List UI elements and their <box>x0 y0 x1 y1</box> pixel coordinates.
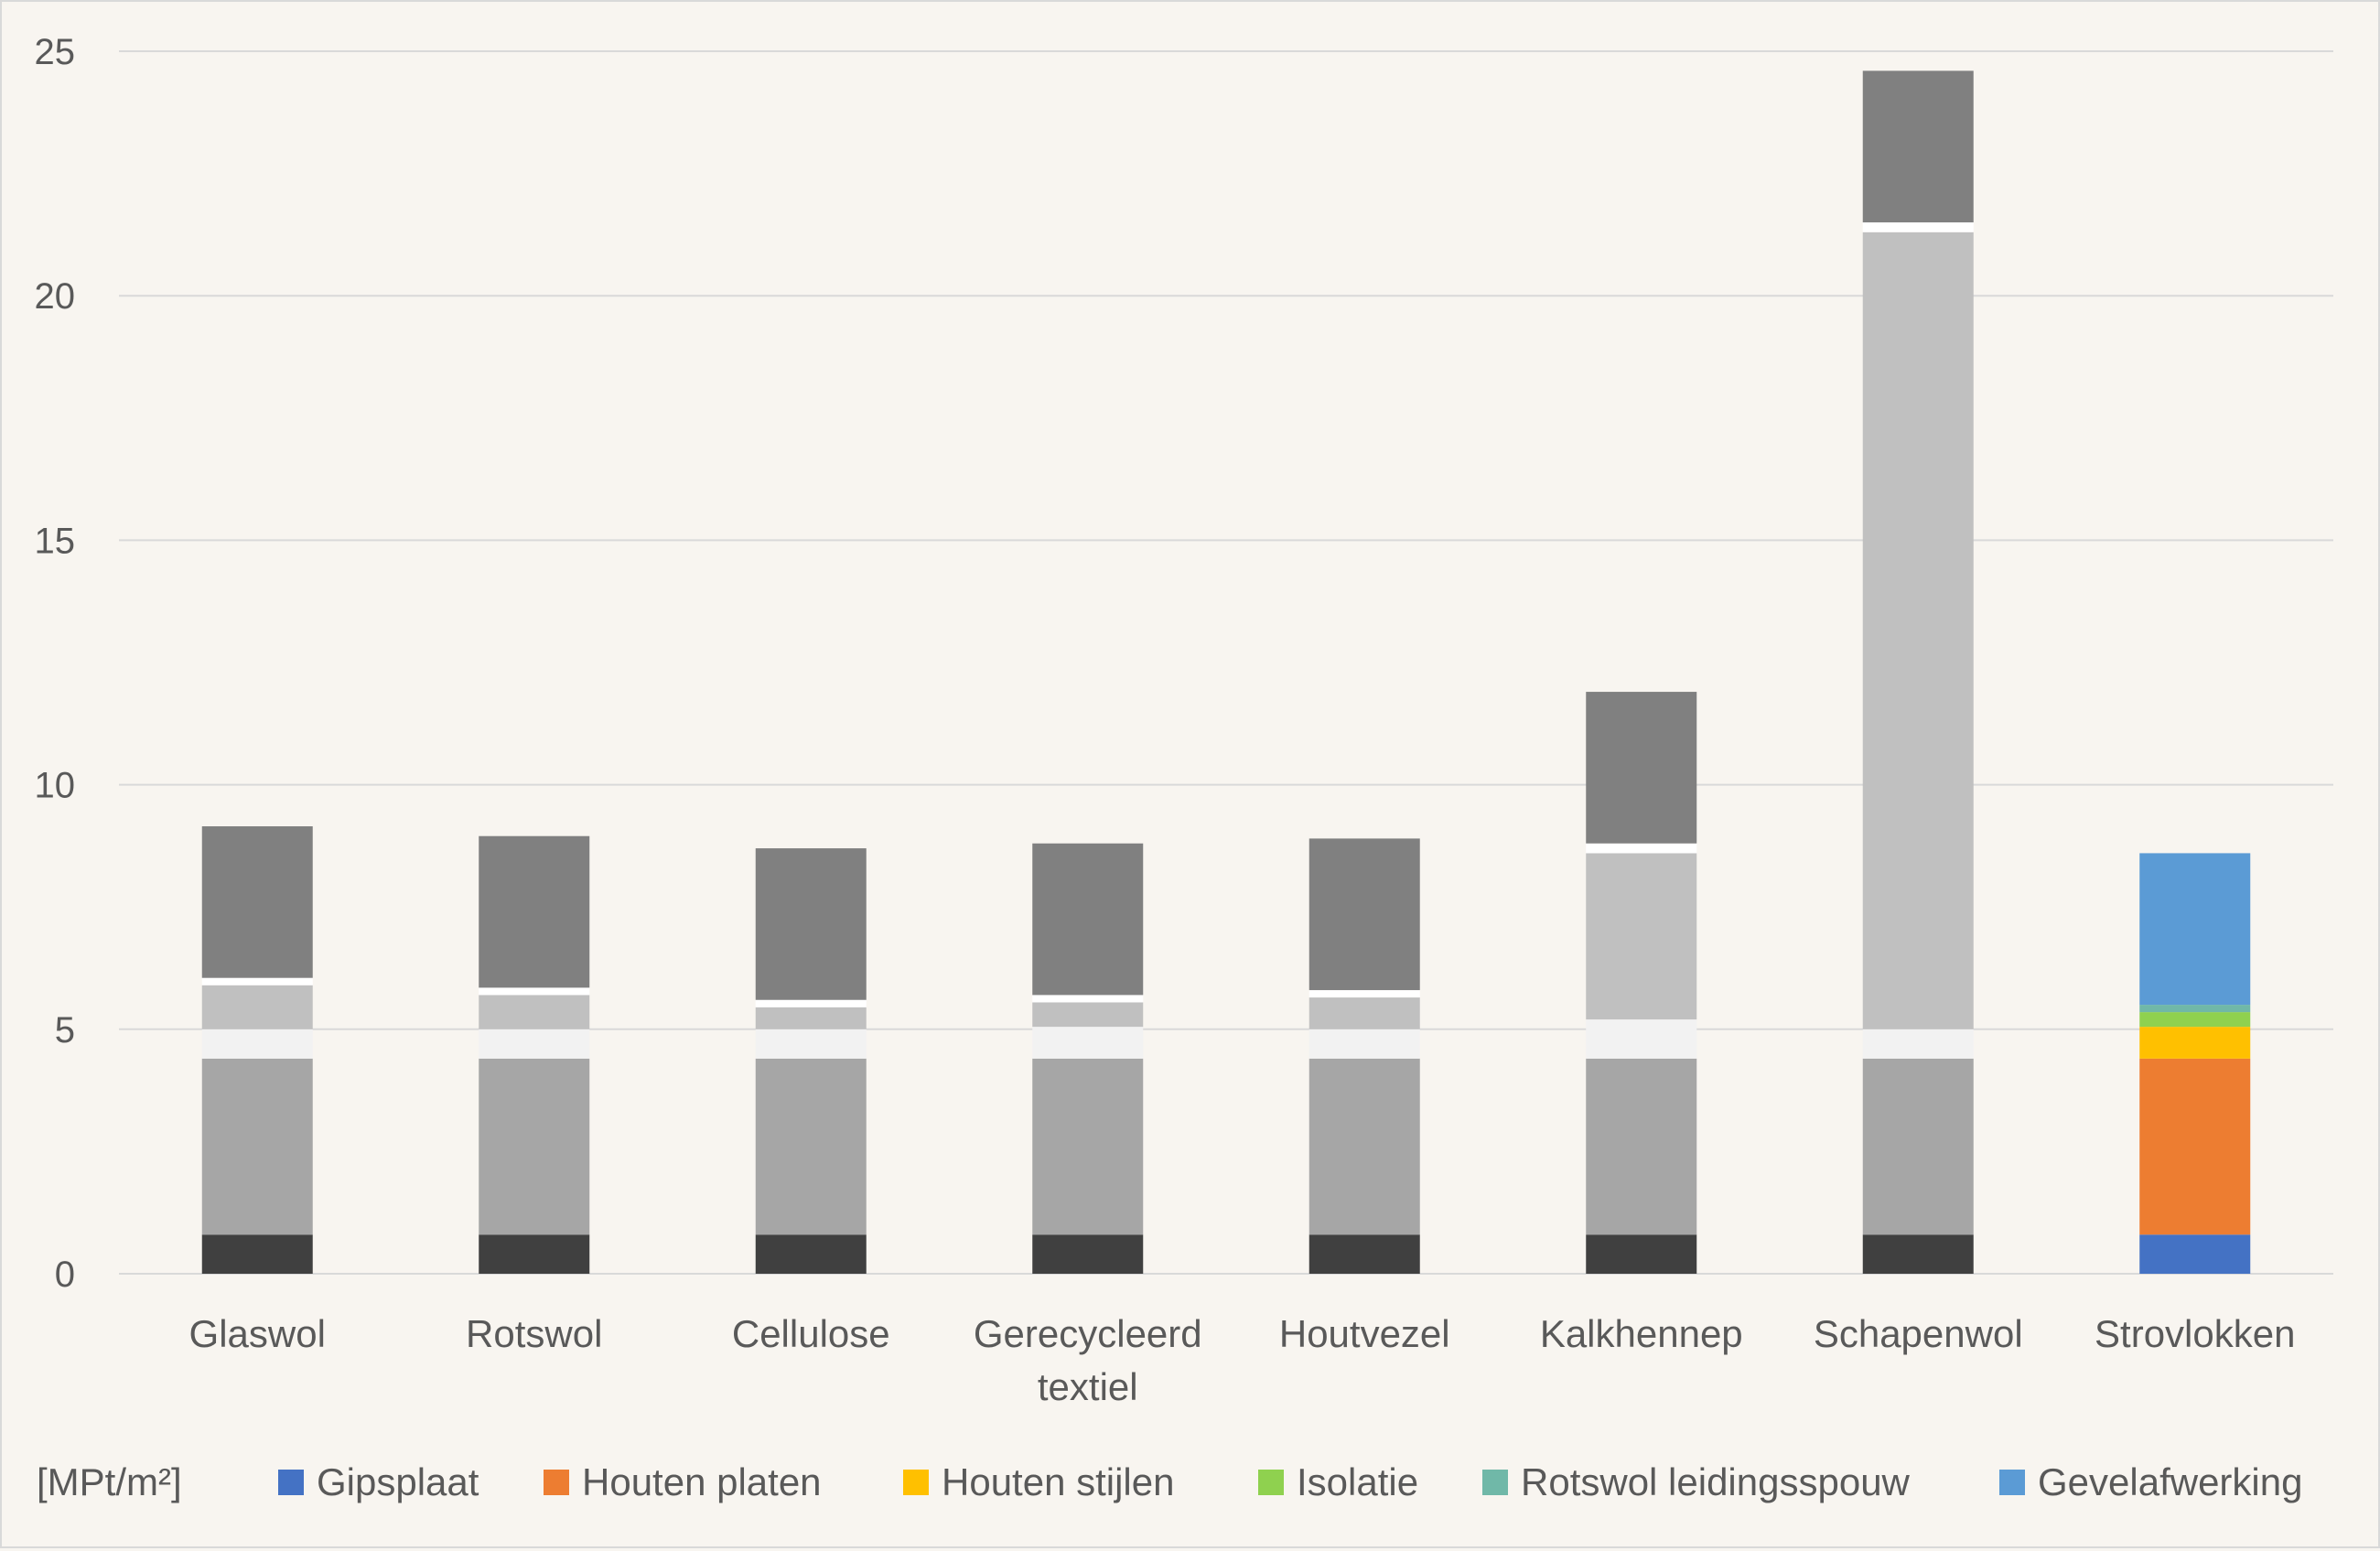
bar-segment-isolatie-houtvezel <box>1308 997 1420 1029</box>
bar-segment-gevelafwerking-kalkhennep <box>1586 692 1697 844</box>
gridlines <box>119 50 2333 1275</box>
bar-segment-gevelafwerking-gerecycleerd-textiel <box>1032 843 1144 996</box>
bar-segment-houten-platen-gerecycleerd-textiel <box>1032 1058 1144 1235</box>
bar-segment-rotswol-leidingsspouw-strovlokken <box>2139 1005 2251 1013</box>
bar-segment-isolatie-kalkhennep <box>1586 853 1697 1020</box>
bar-segment-houten-stijlen-schapenwol <box>1862 1029 1974 1059</box>
bar-segment-isolatie-rotswol <box>479 995 590 1029</box>
y-tick-label: 10 <box>35 766 76 806</box>
legend-label-houten-stijlen: Houten stijlen <box>942 1460 1174 1503</box>
bar-segment-rotswol-leidingsspouw-glaswol <box>201 977 313 986</box>
y-tick-label: 20 <box>35 276 76 317</box>
bar-segment-rotswol-leidingsspouw-gerecycleerd-textiel <box>1032 995 1144 1003</box>
bar-segment-gipsplaat-houtvezel <box>1308 1234 1420 1274</box>
bar-segment-houten-stijlen-kalkhennep <box>1586 1019 1697 1059</box>
legend-swatch-isolatie <box>1258 1470 1284 1495</box>
bar-segment-houten-platen-houtvezel <box>1308 1058 1420 1235</box>
bar-segment-gipsplaat-rotswol <box>479 1234 590 1274</box>
y-tick-label: 0 <box>55 1255 75 1295</box>
x-category-label: Glaswol <box>189 1312 326 1355</box>
bar-segment-gipsplaat-cellulose <box>755 1234 867 1274</box>
legend-label-gipsplaat: Gipsplaat <box>317 1460 479 1503</box>
legend-label-rotswol-leidingsspouw: Rotswol leidingsspouw <box>1521 1460 1911 1503</box>
bar-segment-gevelafwerking-houtvezel <box>1308 838 1420 991</box>
bar-segment-isolatie-cellulose <box>755 1007 867 1029</box>
bar-segment-rotswol-leidingsspouw-cellulose <box>755 999 867 1007</box>
y-tick-label: 15 <box>35 521 76 561</box>
bar-segment-houten-stijlen-glaswol <box>201 1029 313 1059</box>
bar-segment-rotswol-leidingsspouw-rotswol <box>479 987 590 996</box>
legend: [MPt/m²] Gipsplaat Houten platen Houten st… <box>37 1460 2302 1503</box>
bar-segment-gipsplaat-schapenwol <box>1862 1234 1974 1274</box>
x-category-label: Kalkhennep <box>1540 1312 1743 1355</box>
bar-segment-gipsplaat-gerecycleerd-textiel <box>1032 1234 1144 1274</box>
bar-segment-isolatie-gerecycleerd-textiel <box>1032 1002 1144 1028</box>
legend-swatch-houten-stijlen <box>903 1470 929 1495</box>
bar-segment-rotswol-leidingsspouw-kalkhennep <box>1586 843 1697 854</box>
bar-segment-houten-platen-kalkhennep <box>1586 1058 1697 1235</box>
legend-label-isolatie: Isolatie <box>1297 1460 1418 1503</box>
bar-segment-gevelafwerking-strovlokken <box>2139 853 2251 1006</box>
legend-label-houten-platen: Houten platen <box>582 1460 822 1503</box>
x-category-label: Houtvezel <box>1279 1312 1450 1355</box>
bar-segment-houten-platen-strovlokken <box>2139 1058 2251 1235</box>
legend-swatch-gevelafwerking <box>1999 1470 2025 1495</box>
legend-unit-label: [MPt/m²] <box>37 1460 182 1503</box>
bar-segment-gevelafwerking-schapenwol <box>1862 70 1974 223</box>
legend-swatch-houten-platen <box>544 1470 569 1495</box>
bars <box>201 70 2251 1274</box>
bar-segment-gevelafwerking-rotswol <box>479 835 590 988</box>
bar-segment-houten-stijlen-rotswol <box>479 1029 590 1059</box>
bar-segment-houten-stijlen-gerecycleerd-textiel <box>1032 1027 1144 1059</box>
bar-segment-gipsplaat-strovlokken <box>2139 1234 2251 1274</box>
bar-segment-houten-platen-glaswol <box>201 1058 313 1235</box>
y-tick-label: 25 <box>35 32 76 72</box>
bar-segment-isolatie-strovlokken <box>2139 1012 2251 1028</box>
bar-segment-houten-platen-rotswol <box>479 1058 590 1235</box>
bar-segment-isolatie-glaswol <box>201 985 313 1029</box>
x-category-label: Rotswol <box>466 1312 602 1355</box>
bar-segment-houten-platen-schapenwol <box>1862 1058 1974 1235</box>
x-axis-labels: Glaswol Rotswol Cellulose Gerecycleerd texti… <box>189 1312 2296 1408</box>
y-tick-label: 5 <box>55 1010 75 1050</box>
bar-segment-gipsplaat-glaswol <box>201 1234 313 1274</box>
bar-segment-houten-platen-cellulose <box>755 1058 867 1235</box>
x-category-label: Cellulose <box>732 1312 890 1355</box>
x-category-label: Strovlokken <box>2095 1312 2295 1355</box>
bar-segment-gevelafwerking-cellulose <box>755 848 867 1000</box>
bar-segment-rotswol-leidingsspouw-houtvezel <box>1308 990 1420 998</box>
bar-segment-gevelafwerking-glaswol <box>201 826 313 978</box>
legend-label-gevelafwerking: Gevelafwerking <box>2038 1460 2302 1503</box>
bar-segment-rotswol-leidingsspouw-schapenwol <box>1862 222 1974 232</box>
x-category-label: Schapenwol <box>1814 1312 2023 1355</box>
x-category-label: Gerecycleerd textiel <box>974 1312 1202 1408</box>
bar-segment-isolatie-schapenwol <box>1862 232 1974 1029</box>
bar-segment-houten-stijlen-houtvezel <box>1308 1029 1420 1059</box>
bar-segment-gipsplaat-kalkhennep <box>1586 1234 1697 1274</box>
bar-segment-houten-stijlen-strovlokken <box>2139 1027 2251 1059</box>
y-axis-ticks: 0 5 10 15 20 25 <box>35 32 76 1295</box>
bar-segment-houten-stijlen-cellulose <box>755 1029 867 1059</box>
legend-swatch-rotswol-leidingsspouw <box>1482 1470 1508 1495</box>
legend-swatch-gipsplaat <box>278 1470 304 1495</box>
